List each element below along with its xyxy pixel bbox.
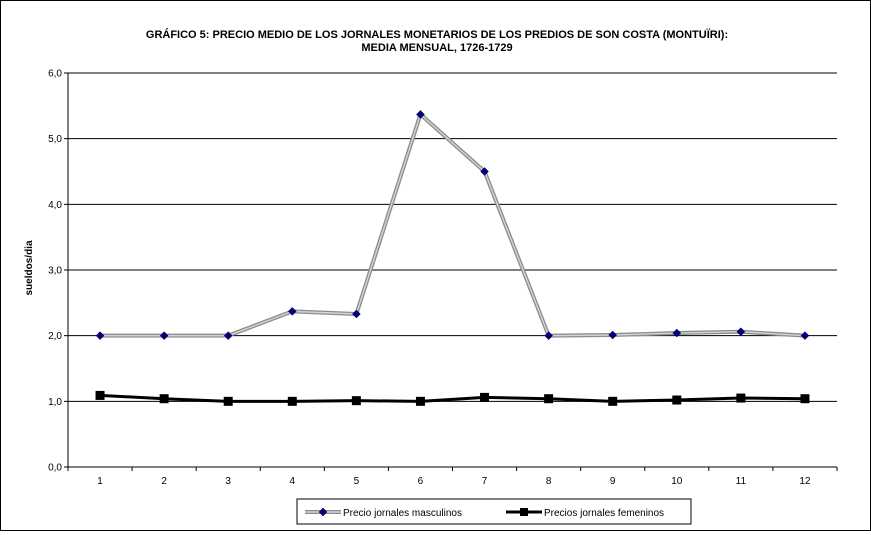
data-point-masculinos bbox=[544, 331, 553, 341]
legend-marker-masculinos bbox=[318, 507, 328, 517]
data-point-masculinos bbox=[223, 331, 233, 341]
y-tick-label: 4,0 bbox=[48, 200, 62, 211]
legend-label-femeninos: Precios jornales femeninos bbox=[544, 508, 664, 519]
data-point-masculinos bbox=[287, 307, 297, 316]
data-point-femeninos bbox=[287, 396, 297, 406]
series-line-femeninos bbox=[99, 393, 805, 403]
x-tick-label: 3 bbox=[225, 476, 231, 487]
x-tick-label: 5 bbox=[354, 476, 360, 487]
series-femeninos bbox=[95, 390, 810, 406]
legend-entry-masculinos: Precio jornales masculinos bbox=[305, 507, 462, 519]
data-point-masculinos bbox=[800, 331, 810, 341]
x-tick-label: 8 bbox=[546, 476, 552, 487]
series-masculinos bbox=[95, 110, 810, 341]
legend-marker-femeninos bbox=[520, 508, 528, 516]
data-point-femeninos bbox=[736, 393, 746, 403]
x-tick-label: 10 bbox=[671, 476, 683, 487]
data-point-femeninos bbox=[672, 395, 682, 405]
data-point-masculinos bbox=[480, 167, 489, 176]
series-layer bbox=[95, 110, 810, 406]
data-point-femeninos bbox=[351, 396, 361, 406]
y-tick-label: 3,0 bbox=[48, 266, 62, 277]
x-tick-label: 6 bbox=[418, 476, 424, 487]
y-axis-ticks: 0,0 1,0 2,0 3,0 4,0 5,0 6,0 bbox=[48, 69, 68, 474]
legend-box bbox=[296, 498, 692, 525]
chart-title-line2: MEDIA MENSUAL, 1726-1729 bbox=[361, 42, 512, 54]
chart-title-line1: GRÁFICO 5: PRECIO MEDIO DE LOS JORNALES … bbox=[146, 28, 728, 41]
data-point-femeninos bbox=[223, 396, 233, 406]
x-tick-label: 2 bbox=[161, 476, 167, 487]
data-point-masculinos bbox=[672, 328, 682, 338]
y-tick-label: 0,0 bbox=[48, 463, 62, 474]
y-tick-label: 2,0 bbox=[48, 331, 62, 342]
legend-label-masculinos: Precio jornales masculinos bbox=[343, 508, 462, 519]
data-point-femeninos bbox=[544, 394, 554, 404]
x-tick-label: 12 bbox=[799, 476, 811, 487]
series-line-masculinos-inner bbox=[100, 113, 806, 337]
y-tick-label: 1,0 bbox=[48, 397, 62, 408]
legend-entry-femeninos: Precios jornales femeninos bbox=[506, 508, 664, 519]
data-point-masculinos bbox=[159, 331, 169, 341]
y-tick-label: 5,0 bbox=[48, 134, 62, 145]
y-tick-label: 6,0 bbox=[48, 69, 62, 80]
gridlines bbox=[68, 72, 837, 402]
data-point-masculinos bbox=[608, 330, 618, 340]
x-tick-label: 4 bbox=[290, 476, 296, 487]
series-line-masculinos bbox=[100, 112, 806, 338]
x-tick-label: 7 bbox=[482, 476, 488, 487]
data-point-masculinos bbox=[736, 327, 746, 337]
x-tick-label: 11 bbox=[736, 476, 747, 487]
x-tick-label: 9 bbox=[610, 476, 616, 487]
legend: Precio jornales masculinos Precios jorna… bbox=[296, 498, 692, 525]
data-point-femeninos bbox=[95, 390, 105, 400]
x-axis-ticks: 1 2 3 4 5 6 7 8 9 10 11 12 bbox=[67, 467, 838, 487]
data-point-femeninos bbox=[415, 396, 425, 406]
y-axis-label: sueldos/dia bbox=[24, 240, 35, 295]
data-point-femeninos bbox=[159, 394, 169, 404]
data-point-masculinos bbox=[416, 110, 425, 119]
data-point-masculinos bbox=[352, 309, 361, 319]
data-point-femeninos bbox=[800, 394, 810, 404]
data-point-masculinos bbox=[95, 331, 105, 341]
data-point-femeninos bbox=[480, 392, 490, 402]
data-point-femeninos bbox=[608, 396, 618, 406]
x-tick-label: 1 bbox=[97, 476, 103, 487]
